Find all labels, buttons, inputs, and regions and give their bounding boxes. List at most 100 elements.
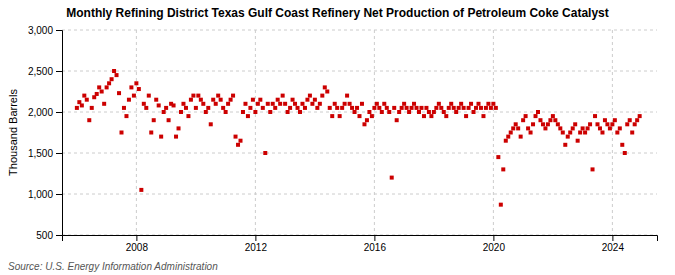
grid-line [62,71,657,72]
point [278,102,282,106]
tick-mark [374,235,375,241]
point [345,94,349,98]
point [519,135,523,139]
point [581,126,585,130]
point [402,102,406,106]
point [499,203,503,207]
point [216,94,220,98]
point [144,106,148,110]
tick-mark [136,235,137,241]
title: Monthly Refining District Texas Gulf Coa… [66,6,609,20]
tick-label: 2016 [364,242,387,253]
point [80,103,84,107]
point [459,102,463,106]
point [333,102,337,106]
point [623,151,627,155]
grid-line [136,30,137,235]
point [407,110,411,114]
point [395,118,399,122]
point [583,131,587,135]
point [439,106,443,110]
point [486,102,490,106]
point [385,106,389,110]
point [360,102,364,106]
point [633,122,637,126]
point [87,118,91,122]
point [613,118,617,122]
point [630,131,634,135]
point [303,106,307,110]
point [179,110,183,114]
point [355,106,359,110]
point [449,102,453,106]
point [553,118,557,122]
point [90,106,94,110]
point [305,98,309,102]
point [400,106,404,110]
point [479,106,483,110]
point [246,114,250,118]
point [504,139,508,143]
point [127,98,131,102]
tick-label: 2008 [126,242,149,253]
tick-label: 500 [36,230,53,241]
point [276,98,280,102]
point [261,106,265,110]
point [353,110,357,114]
point [628,118,632,122]
tick-label: 1,500 [28,148,53,159]
point [343,102,347,106]
point [335,106,339,110]
point [506,135,510,139]
point [472,110,476,114]
point [82,94,86,98]
x-axis: 20082012201620202024 [63,235,658,253]
point [603,118,607,122]
point [191,94,195,98]
point [102,102,106,106]
point [362,122,366,126]
point [586,126,590,130]
point [291,98,295,102]
point [511,126,515,130]
point [199,98,203,102]
point [338,114,342,118]
point [529,131,533,135]
axis-line [56,31,63,236]
point [566,135,570,139]
point [442,110,446,114]
point [469,102,473,106]
point [462,106,466,110]
point [162,110,166,114]
source: Source: U.S. Energy Information Administ… [8,261,218,272]
point [551,114,555,118]
point [258,98,262,102]
grid-line [255,30,256,235]
point [484,106,488,110]
point [231,94,235,98]
point [308,94,312,98]
point [380,110,384,114]
point [120,131,124,135]
point [432,110,436,114]
point [154,98,158,102]
grid [62,30,657,235]
point [397,110,401,114]
point [157,103,161,107]
grid-line [62,112,657,113]
point [298,110,302,114]
point [538,118,542,122]
point [591,167,595,171]
tick-label: 2012 [245,242,268,253]
grid-line [62,194,657,195]
tick-mark [56,153,62,154]
point [320,94,324,98]
point [496,155,500,159]
point [243,102,247,106]
point [330,114,334,118]
point [571,126,575,130]
tick: 1,500 [28,148,62,159]
tick-mark [255,235,256,241]
point [434,106,438,110]
point [229,98,233,102]
